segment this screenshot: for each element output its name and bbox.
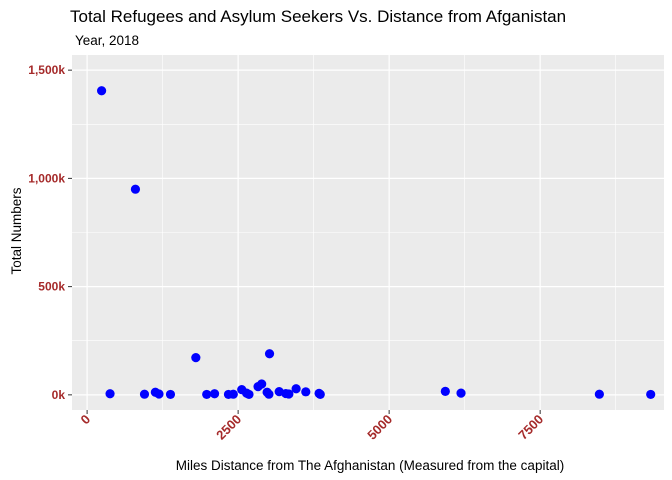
x-axis: 0 2500 5000 7500 [78,410,546,443]
y-tick-label: 0k [52,388,66,402]
data-point [594,389,604,399]
major-gridlines [72,55,664,410]
chart-subtitle: Year, 2018 [75,33,139,48]
data-point [209,389,220,399]
data-point [191,353,201,363]
y-tick-label: 1,500k [28,63,65,77]
data-point [202,389,212,400]
data-point [165,389,176,400]
data-points [97,86,656,400]
x-tick-label: 5000 [364,412,395,443]
y-tick-label: 500k [38,280,65,294]
data-point [97,86,107,96]
data-point [456,388,466,398]
data-point [291,384,301,394]
data-point [105,389,115,399]
data-point [264,349,275,359]
y-axis: 0k 500k 1,000k 1,500k [28,63,72,402]
x-axis-label: Miles Distance from The Afghanistan (Mea… [176,458,564,473]
y-tick-label: 1,000k [28,171,65,185]
x-tick-label: 7500 [515,412,546,443]
data-point [440,386,450,396]
data-point [264,389,274,399]
x-tick-label: 2500 [213,412,244,443]
data-point [646,389,656,400]
data-point [315,389,325,400]
data-point [284,389,294,399]
data-point [139,389,150,399]
data-point [130,184,141,194]
minor-gridlines [72,55,664,410]
x-tick-label: 0 [78,412,94,428]
data-point [228,389,238,399]
data-point [244,389,254,400]
data-point [154,389,164,399]
chart-title: Total Refugees and Asylum Seekers Vs. Di… [70,7,566,26]
y-axis-label: Total Numbers [9,187,24,274]
data-point [257,379,267,389]
data-point [301,387,311,397]
